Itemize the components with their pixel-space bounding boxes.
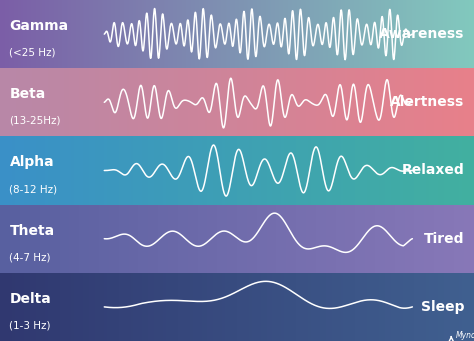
Text: Alertness: Alertness bbox=[390, 95, 465, 109]
Text: Awareness: Awareness bbox=[379, 27, 465, 41]
Text: Relaxed: Relaxed bbox=[402, 163, 465, 178]
Text: Myndlift: Myndlift bbox=[456, 331, 474, 340]
Text: (4-7 Hz): (4-7 Hz) bbox=[9, 252, 51, 262]
Text: Tired: Tired bbox=[424, 232, 465, 246]
Text: (13-25Hz): (13-25Hz) bbox=[9, 116, 61, 126]
Text: Delta: Delta bbox=[9, 292, 51, 306]
Text: Sleep: Sleep bbox=[421, 300, 465, 314]
Text: Gamma: Gamma bbox=[9, 19, 69, 33]
Text: Theta: Theta bbox=[9, 224, 55, 238]
Text: (<25 Hz): (<25 Hz) bbox=[9, 48, 56, 58]
Text: Alpha: Alpha bbox=[9, 155, 54, 169]
Text: (8-12 Hz): (8-12 Hz) bbox=[9, 184, 58, 194]
Text: Beta: Beta bbox=[9, 87, 46, 101]
Text: (1-3 Hz): (1-3 Hz) bbox=[9, 321, 51, 330]
